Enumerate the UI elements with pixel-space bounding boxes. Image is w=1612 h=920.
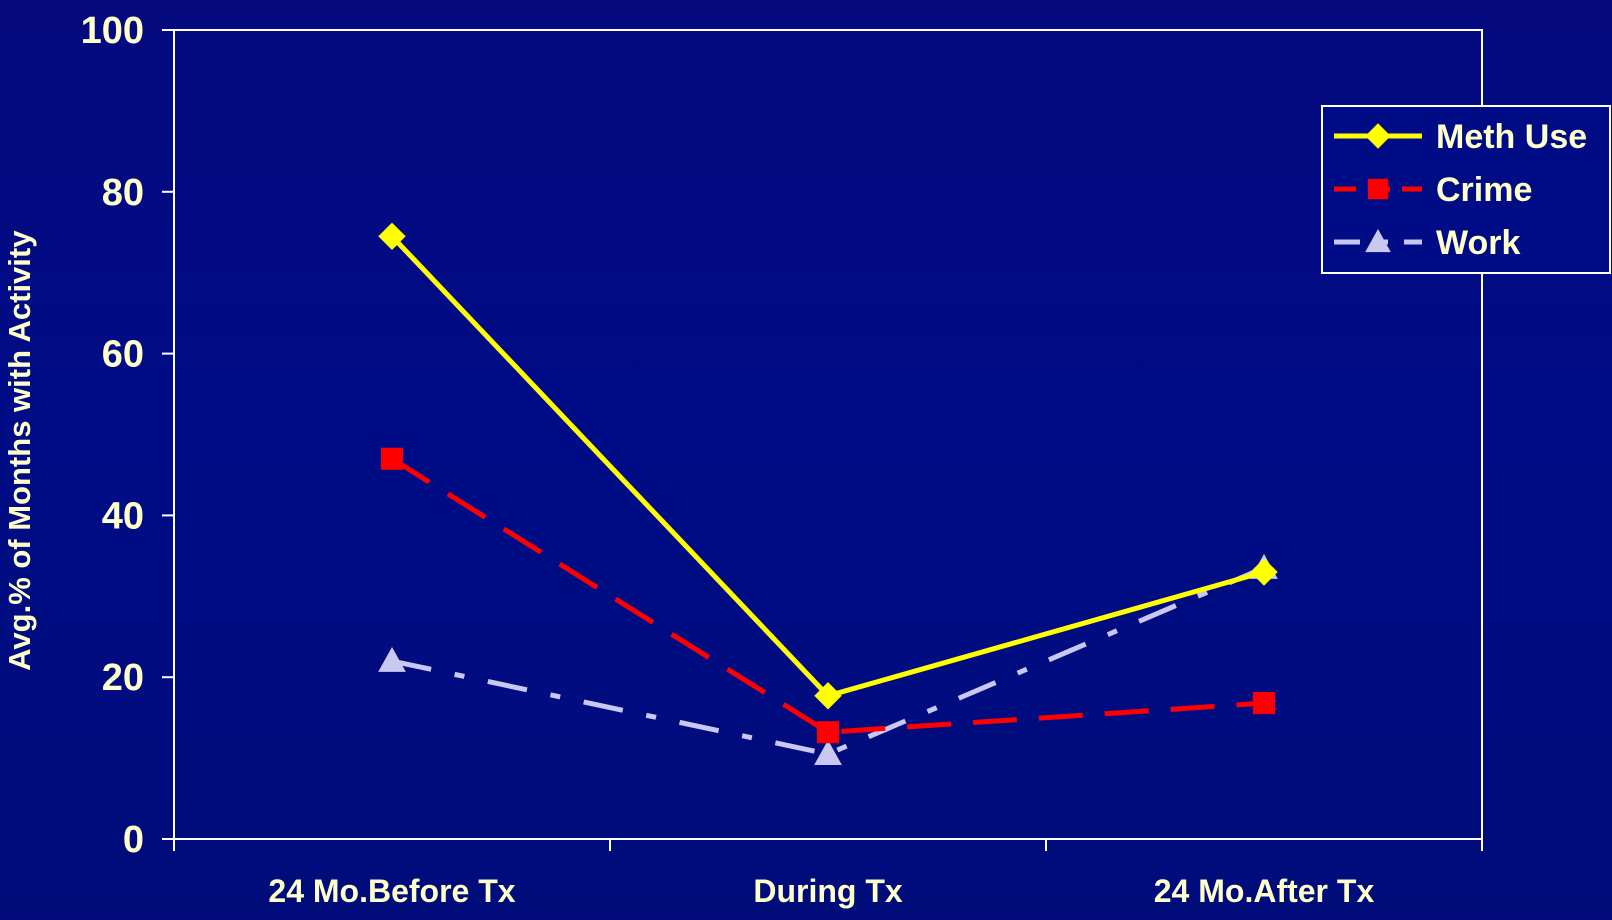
axes: 0 20 40 60 80 100 24 Mo.Before Tx During Tx 24 M…: [2, 10, 1483, 909]
data-point-meth-use: [378, 222, 406, 251]
x-tick-label: 24 Mo.After Tx: [1154, 873, 1375, 909]
data-point-crime: [380, 447, 404, 470]
y-tick-label: 60: [102, 334, 144, 376]
legend-marker-crime: [1367, 178, 1389, 200]
series-crime: [380, 447, 1276, 744]
data-point-work: [378, 646, 406, 672]
y-axis-title: Avg.% of Months with Activity: [2, 230, 37, 671]
y-tick-label: 40: [102, 495, 144, 537]
legend-marker-meth-use: [1365, 123, 1391, 149]
data-point-crime: [816, 721, 840, 744]
series-lines: [378, 222, 1278, 765]
series-meth-use: [378, 222, 1278, 710]
y-tick-label: 100: [81, 10, 144, 52]
y-tick-label: 20: [102, 657, 144, 699]
x-tick-label: During Tx: [753, 873, 903, 909]
plot-area-frame: [173, 29, 1483, 840]
data-point-crime: [1252, 692, 1276, 715]
series-line-meth-use: [390, 234, 1265, 699]
data-point-meth-use: [814, 682, 842, 710]
x-tick-label: 24 Mo.Before Tx: [268, 873, 515, 909]
legend-label-work: Work: [1436, 224, 1520, 262]
legend-marker-work: [1365, 228, 1391, 253]
data-point-meth-use: [1250, 558, 1278, 586]
legend: Meth Use Crime Work: [1321, 105, 1611, 274]
data-point-work: [814, 740, 842, 765]
y-tick-label: 0: [123, 819, 144, 861]
legend-label-meth-use: Meth Use: [1436, 118, 1587, 156]
series-line-crime: [390, 456, 1265, 735]
legend-label-crime: Crime: [1436, 171, 1532, 209]
y-tick-label: 80: [102, 172, 144, 214]
